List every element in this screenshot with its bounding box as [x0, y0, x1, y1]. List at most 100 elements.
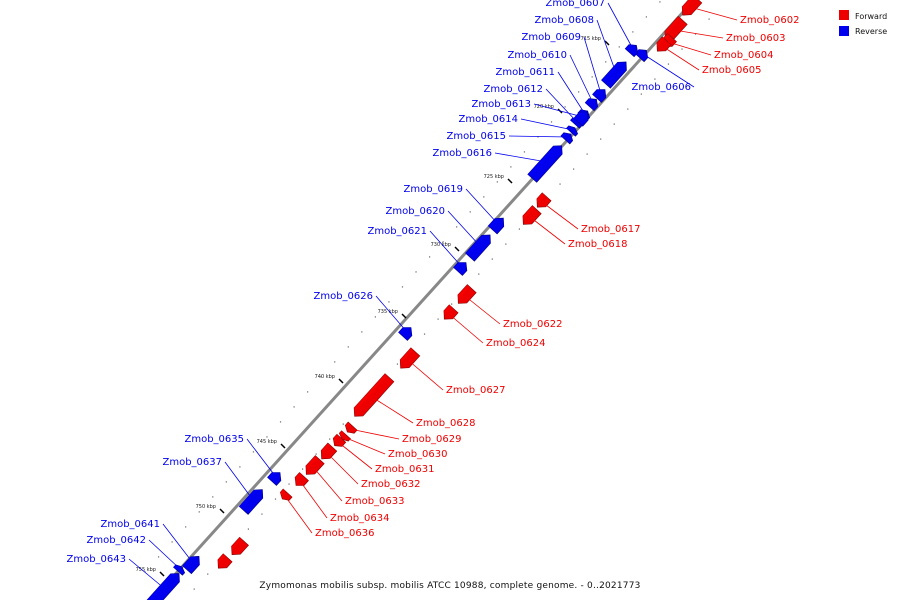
- gene-feature[interactable]: [522, 205, 542, 225]
- gene-feature[interactable]: [173, 564, 186, 576]
- minor-tick: [342, 423, 344, 425]
- gene-label[interactable]: Zmob_0612: [483, 84, 543, 95]
- gene-feature[interactable]: [238, 489, 264, 515]
- gene-label[interactable]: Zmob_0609: [521, 32, 581, 43]
- minor-tick: [451, 303, 453, 305]
- genome-backbone: [150, 0, 696, 600]
- gene-label[interactable]: Zmob_0629: [402, 434, 462, 445]
- gene-feature[interactable]: [560, 132, 574, 145]
- gene-label[interactable]: Zmob_0602: [740, 15, 800, 26]
- minor-tick: [640, 93, 642, 95]
- gene-label[interactable]: Zmob_0606: [631, 82, 691, 93]
- gene-feature[interactable]: [294, 472, 309, 486]
- gene-feature[interactable]: [465, 234, 491, 262]
- gene-feature[interactable]: [527, 145, 563, 183]
- gene-feature[interactable]: [443, 304, 459, 320]
- gene-feature[interactable]: [320, 442, 338, 460]
- minor-tick: [537, 136, 539, 138]
- gene-feature[interactable]: [634, 49, 649, 63]
- gene-feature[interactable]: [332, 433, 347, 447]
- gene-feature[interactable]: [217, 553, 233, 569]
- gene-label[interactable]: Zmob_0605: [702, 65, 762, 76]
- gene-feature[interactable]: [305, 455, 325, 475]
- minor-tick: [523, 151, 526, 153]
- gene-label-leader: [541, 201, 579, 230]
- gene-label[interactable]: Zmob_0628: [416, 418, 476, 429]
- gene-label[interactable]: Zmob_0617: [581, 224, 641, 235]
- gene-feature[interactable]: [146, 573, 180, 600]
- scale-tick-label: 725 kbp: [484, 174, 504, 180]
- gene-label[interactable]: Zmob_0603: [726, 33, 786, 44]
- gene-highlight: [182, 556, 195, 568]
- minor-tick: [428, 256, 431, 258]
- gene-feature[interactable]: [656, 36, 672, 52]
- gene-highlight: [321, 443, 331, 455]
- gene-highlight: [592, 89, 601, 97]
- gene-label[interactable]: Zmob_0611: [495, 67, 555, 78]
- gene-label[interactable]: Zmob_0641: [100, 519, 160, 530]
- gene-label[interactable]: Zmob_0607: [545, 0, 605, 9]
- gene-label[interactable]: Zmob_0634: [330, 513, 390, 524]
- gene-features: [146, 0, 703, 600]
- gene-feature[interactable]: [536, 192, 552, 208]
- minor-tick: [261, 513, 263, 515]
- gene-label[interactable]: Zmob_0620: [385, 206, 445, 217]
- gene-label-leader: [673, 29, 724, 39]
- gene-label[interactable]: Zmob_0624: [486, 338, 546, 349]
- gene-label[interactable]: Zmob_0631: [375, 464, 435, 475]
- gene-feature[interactable]: [182, 555, 200, 575]
- gene-feature[interactable]: [353, 373, 395, 417]
- gene-highlight: [656, 36, 665, 47]
- gene-feature[interactable]: [231, 536, 249, 556]
- gene-label[interactable]: Zmob_0622: [503, 319, 563, 330]
- minor-tick: [212, 496, 214, 498]
- gene-highlight: [585, 98, 593, 105]
- gene-feature[interactable]: [344, 421, 358, 434]
- gene-label[interactable]: Zmob_0633: [345, 496, 405, 507]
- minor-tick: [600, 138, 602, 140]
- gene-label[interactable]: Zmob_0626: [313, 291, 373, 302]
- gene-label[interactable]: Zmob_0619: [403, 184, 463, 195]
- gene-label[interactable]: Zmob_0608: [534, 15, 594, 26]
- minor-tick: [491, 258, 493, 260]
- gene-label-leader: [607, 2, 634, 50]
- gene-label[interactable]: Zmob_0618: [568, 239, 628, 250]
- minor-tick: [654, 78, 656, 80]
- gene-label[interactable]: Zmob_0637: [162, 457, 222, 468]
- minor-tick: [591, 76, 593, 78]
- gene-label-leader: [596, 19, 617, 74]
- gene-label[interactable]: Zmob_0630: [388, 449, 448, 460]
- gene-label-leader: [689, 6, 738, 21]
- gene-feature[interactable]: [457, 284, 477, 304]
- gene-label[interactable]: Zmob_0636: [315, 528, 375, 539]
- minor-tick: [171, 541, 173, 543]
- gene-highlight: [239, 489, 259, 509]
- gene-feature[interactable]: [624, 44, 639, 58]
- gene-label[interactable]: Zmob_0635: [184, 434, 244, 445]
- gene-highlight: [635, 49, 643, 56]
- gene-feature[interactable]: [592, 89, 607, 103]
- gene-label[interactable]: Zmob_0642: [86, 535, 146, 546]
- gene-feature[interactable]: [584, 98, 599, 112]
- gene-label[interactable]: Zmob_0614: [458, 114, 518, 125]
- gene-label[interactable]: Zmob_0604: [714, 50, 774, 61]
- gene-feature[interactable]: [279, 488, 293, 501]
- gene-feature[interactable]: [601, 61, 627, 89]
- gene-label[interactable]: Zmob_0610: [507, 50, 567, 61]
- gene-label-leader: [371, 396, 414, 424]
- gene-label[interactable]: Zmob_0621: [367, 226, 427, 237]
- gene-label[interactable]: Zmob_0643: [66, 554, 126, 565]
- minor-tick: [442, 241, 444, 243]
- gene-feature[interactable]: [399, 347, 421, 369]
- gene-feature[interactable]: [487, 217, 505, 235]
- gene-label[interactable]: Zmob_0632: [361, 479, 421, 490]
- gene-highlight: [295, 472, 302, 482]
- gene-highlight: [400, 347, 414, 364]
- gene-label[interactable]: Zmob_0627: [446, 385, 506, 396]
- gene-highlight: [457, 284, 470, 300]
- minor-tick: [293, 406, 295, 408]
- minor-tick: [518, 228, 520, 230]
- gene-label[interactable]: Zmob_0615: [446, 131, 506, 142]
- gene-label[interactable]: Zmob_0616: [432, 148, 492, 159]
- gene-label[interactable]: Zmob_0613: [471, 99, 531, 110]
